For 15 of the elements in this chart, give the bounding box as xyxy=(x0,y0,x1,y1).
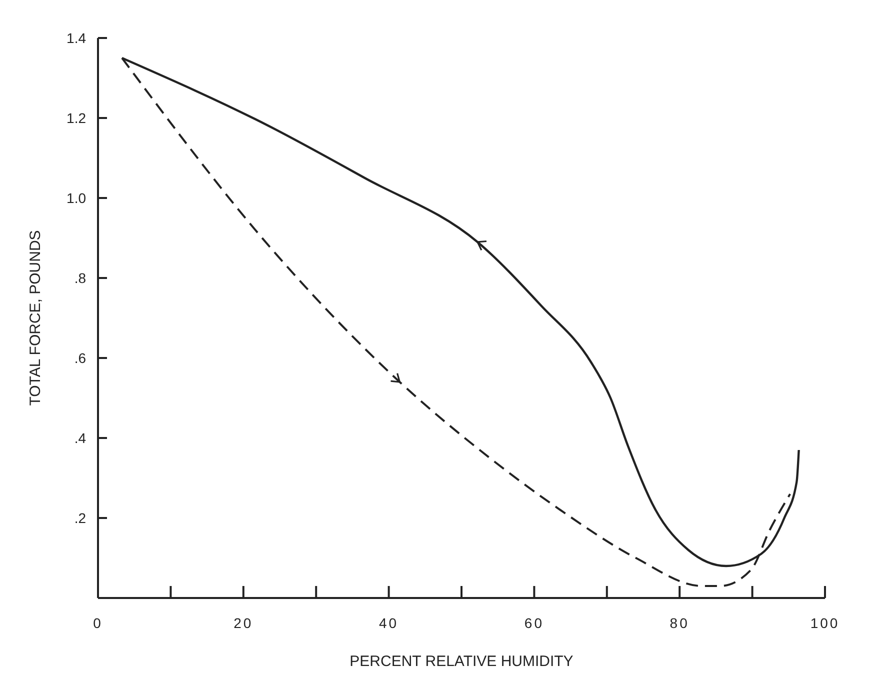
x-tick-label: 100 xyxy=(810,615,840,631)
x-tick-label: 40 xyxy=(379,615,399,631)
y-tick-label: 1.4 xyxy=(66,30,86,46)
x-tick-label: 60 xyxy=(524,615,544,631)
y-tick-label: .2 xyxy=(74,510,86,526)
x-axis-title: PERCENT RELATIVE HUMIDITY xyxy=(350,653,574,670)
y-tick-label: .8 xyxy=(74,270,86,286)
y-tick-label: .6 xyxy=(74,350,86,366)
x-tick-label: 0 xyxy=(93,615,103,631)
y-tick-label: 1.2 xyxy=(66,110,86,126)
y-tick-label: .4 xyxy=(74,430,86,446)
y-tick-label: 1.0 xyxy=(66,190,86,206)
x-tick-label: 20 xyxy=(234,615,254,631)
y-axis-title: TOTAL FORCE, POUNDS xyxy=(27,230,44,406)
x-tick-label: 80 xyxy=(670,615,690,631)
